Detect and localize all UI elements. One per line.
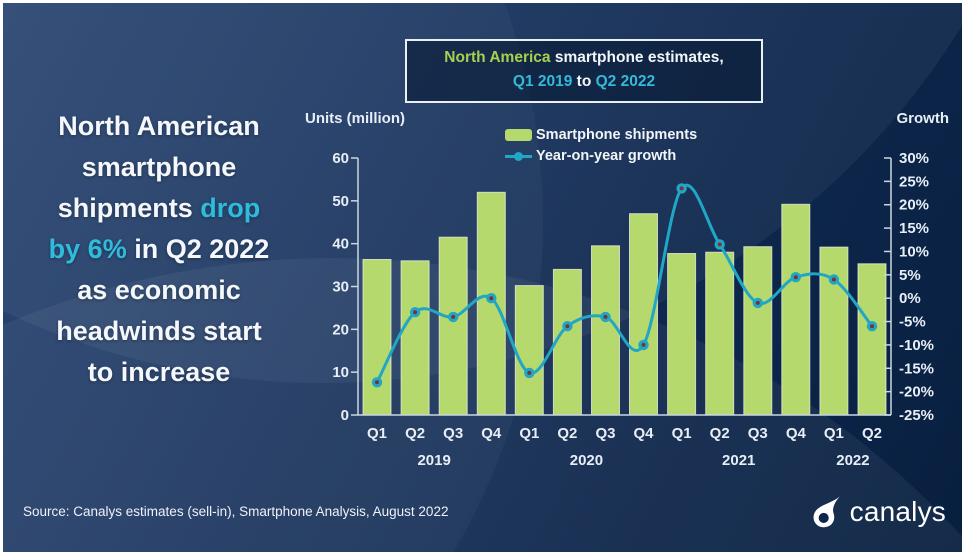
growth-marker-center <box>679 186 684 191</box>
left-axis-tick: 0 <box>341 407 349 424</box>
headline-line: smartphone <box>81 152 237 182</box>
growth-marker-center <box>755 300 760 305</box>
growth-marker-center <box>413 310 418 315</box>
quarter-label: Q1 <box>672 425 692 442</box>
growth-marker-center <box>717 242 722 247</box>
growth-marker-center <box>451 314 456 319</box>
shipment-bar-Q2-1 <box>400 260 430 416</box>
year-label: 2021 <box>722 452 755 469</box>
left-axis-tick: 30 <box>332 279 349 296</box>
right-axis-tick: -10% <box>899 337 934 354</box>
growth-line <box>375 183 874 384</box>
shipment-bar-Q4-3 <box>476 191 506 416</box>
shipment-bar-Q2-9 <box>705 251 735 416</box>
chart-title-line1: North America smartphone estimates, <box>444 49 724 66</box>
shipment-bar-Q4-11 <box>781 203 811 416</box>
headline-line: shipments drop <box>57 193 261 223</box>
headline-line: North American <box>58 111 260 141</box>
shipment-bar-Q2-5 <box>552 268 582 416</box>
bar-swatch-icon <box>505 129 532 141</box>
chart-title-box: North America smartphone estimates, Q1 2… <box>405 39 763 104</box>
growth-marker-center <box>793 275 798 280</box>
right-axis-tick: -25% <box>899 407 934 424</box>
growth-marker-center <box>375 380 379 385</box>
right-axis-tick: 0% <box>899 290 921 307</box>
left-axis-tick: 40 <box>332 236 349 253</box>
combo-chart: 60 50 40 30 20 10 0 30% 25% 20% 15% 10% 5% 0% -5% -10% -… <box>332 150 934 469</box>
left-axis-tick: 60 <box>332 150 349 167</box>
legend-item-shipments: Smartphone shipments <box>505 125 697 145</box>
chart-title-line2: Q1 2019 to Q2 2022 <box>512 73 656 91</box>
left-axis-title: Units (million) <box>305 110 405 127</box>
line-swatch-icon <box>505 150 532 162</box>
quarter-label: Q3 <box>443 425 463 442</box>
year-label: 2022 <box>836 452 869 469</box>
year-label: 2020 <box>570 452 603 469</box>
right-axis-tick: 10% <box>899 243 929 260</box>
growth-marker-center <box>870 324 874 329</box>
canalys-swoosh-icon <box>813 496 840 528</box>
quarter-label: Q2 <box>405 425 425 442</box>
shipment-bar-Q3-10 <box>743 246 773 416</box>
growth-marker-center <box>641 342 646 347</box>
quarter-label: Q4 <box>481 425 502 442</box>
legend-label: Smartphone shipments <box>536 127 698 143</box>
right-axis-tick: 25% <box>899 173 929 190</box>
infographic-panel: North America smartphone estimates, Q1 2… <box>3 3 962 552</box>
growth-marker-center <box>565 324 570 329</box>
right-axis-tick: 20% <box>899 197 929 214</box>
right-axis-tick: -20% <box>899 384 934 401</box>
canalys-wordmark: canalys <box>849 496 946 527</box>
shipment-bar-Q3-6 <box>591 245 620 416</box>
right-axis-tick: 30% <box>899 150 929 167</box>
headline-line: by 6% in Q2 2022 <box>48 234 270 264</box>
shipment-bar-Q3-2 <box>438 236 468 416</box>
growth-marker-center <box>831 277 836 282</box>
right-axis-tick: 15% <box>899 220 929 237</box>
headline-line: to increase <box>87 357 231 387</box>
headline: North American smartphone shipments drop… <box>11 106 307 393</box>
right-axis-title: Growth <box>896 110 950 127</box>
source-note: Source: Canalys estimates (sell-in), Sma… <box>23 504 449 519</box>
growth-marker-center <box>527 370 532 375</box>
shipment-bar-Q1-0 <box>362 259 392 416</box>
year-label: 2019 <box>417 452 450 469</box>
right-axis-tick: -5% <box>899 314 926 331</box>
quarter-label: Q1 <box>519 425 539 442</box>
quarter-label: Q1 <box>367 425 387 442</box>
right-axis-tick: 5% <box>899 267 921 284</box>
left-axis-tick: 20 <box>332 321 349 338</box>
growth-marker-center <box>489 296 494 301</box>
shipment-bar-Q1-4 <box>514 285 544 416</box>
quarter-label: Q2 <box>557 425 577 442</box>
shipment-bar-Q1-8 <box>667 253 697 416</box>
quarter-label: Q2 <box>710 425 730 442</box>
legend: Smartphone shipments Year-on-year growth <box>505 125 697 166</box>
right-axis-tick: -15% <box>899 360 934 377</box>
legend-label: Year-on-year growth <box>536 148 677 164</box>
growth-marker-center <box>603 314 608 319</box>
canalys-logo: canalys <box>810 495 946 529</box>
shipment-bar-Q1-12 <box>819 246 849 416</box>
quarter-label: Q4 <box>634 425 655 442</box>
quarter-label: Q3 <box>595 425 615 442</box>
quarter-label: Q2 <box>862 425 882 442</box>
quarter-label: Q3 <box>748 425 768 442</box>
left-axis-tick: 10 <box>332 364 349 381</box>
quarter-label: Q1 <box>824 425 844 442</box>
headline-line: as economic <box>77 275 241 305</box>
shipment-bar-Q2-13 <box>857 263 887 416</box>
quarter-label: Q4 <box>786 425 807 442</box>
headline-line: headwinds start <box>56 316 262 346</box>
left-axis-tick: 50 <box>332 193 349 210</box>
legend-item-growth: Year-on-year growth <box>505 146 697 166</box>
